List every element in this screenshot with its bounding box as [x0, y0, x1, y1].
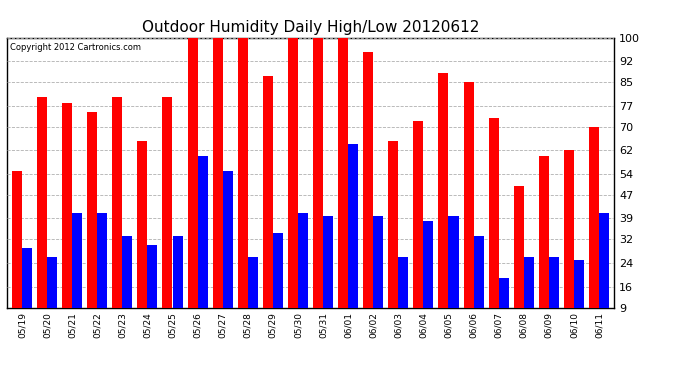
Bar: [137, 141, 148, 308]
Title: Outdoor Humidity Daily High/Low 20120612: Outdoor Humidity Daily High/Low 20120612: [142, 20, 479, 35]
Bar: [549, 257, 559, 307]
Bar: [424, 222, 433, 308]
Bar: [12, 171, 22, 308]
Bar: [122, 236, 132, 308]
Bar: [238, 38, 248, 308]
Bar: [188, 38, 197, 308]
Bar: [348, 144, 358, 308]
Bar: [323, 216, 333, 308]
Bar: [47, 257, 57, 307]
Bar: [223, 171, 233, 308]
Bar: [148, 245, 157, 308]
Bar: [448, 216, 459, 308]
Bar: [37, 97, 47, 308]
Bar: [539, 156, 549, 308]
Bar: [413, 121, 424, 308]
Bar: [313, 38, 323, 308]
Bar: [373, 216, 383, 308]
Bar: [87, 112, 97, 308]
Bar: [338, 38, 348, 308]
Bar: [524, 257, 534, 307]
Bar: [172, 236, 183, 308]
Bar: [398, 257, 408, 307]
Bar: [72, 213, 82, 308]
Bar: [438, 73, 449, 308]
Bar: [248, 257, 258, 307]
Bar: [388, 141, 398, 308]
Bar: [489, 118, 499, 308]
Bar: [514, 186, 524, 308]
Bar: [62, 103, 72, 308]
Bar: [263, 76, 273, 308]
Bar: [298, 213, 308, 308]
Bar: [112, 97, 122, 308]
Bar: [464, 82, 473, 308]
Bar: [473, 236, 484, 308]
Bar: [97, 213, 107, 308]
Bar: [162, 97, 172, 308]
Bar: [564, 150, 574, 308]
Bar: [574, 260, 584, 308]
Bar: [22, 248, 32, 308]
Bar: [197, 156, 208, 308]
Bar: [599, 213, 609, 308]
Bar: [213, 38, 223, 308]
Bar: [273, 233, 283, 308]
Text: Copyright 2012 Cartronics.com: Copyright 2012 Cartronics.com: [10, 43, 141, 52]
Bar: [589, 126, 599, 308]
Bar: [499, 278, 509, 308]
Bar: [363, 53, 373, 308]
Bar: [288, 38, 298, 308]
